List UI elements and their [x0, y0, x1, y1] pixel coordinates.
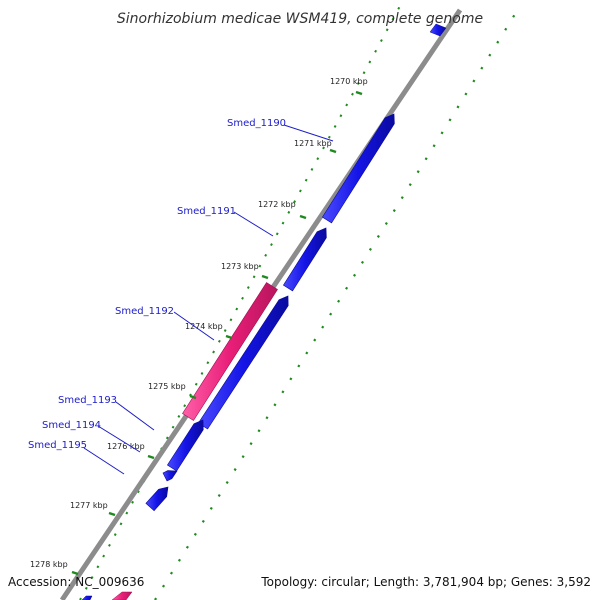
kbp-label: 1274 kbp — [185, 322, 223, 331]
kbp-label: 1277 kbp — [70, 501, 108, 510]
dotted-track-1 — [79, 5, 401, 600]
dotted-track-2 — [154, 5, 521, 600]
gene-label-smed-1195[interactable]: Smed_1195 — [28, 440, 87, 451]
gene-track — [81, 23, 447, 600]
gene-smed-1191[interactable] — [282, 227, 327, 292]
gene-smed-1192-forward[interactable] — [197, 295, 289, 430]
gene-label-smed-1192[interactable]: Smed_1192 — [115, 306, 174, 317]
kbp-label: 1276 kbp — [107, 442, 145, 451]
gene-label-smed-1193[interactable]: Smed_1193 — [58, 395, 117, 406]
gene-labels: Smed_1190 Smed_1191 Smed_1192 Smed_1193 Smed… — [28, 118, 334, 475]
kbp-tick — [225, 334, 233, 340]
accession-text: Accession: NC_009636 — [8, 575, 144, 589]
kbp-tick — [261, 274, 269, 280]
kbp-tick — [355, 90, 363, 96]
kbp-tick — [108, 511, 116, 517]
gene-label-leader — [283, 124, 334, 142]
gene-label-leader — [173, 311, 215, 341]
tick-track — [79, 5, 521, 600]
gene-smed-1193[interactable] — [166, 419, 204, 472]
gene-smed-1194[interactable] — [162, 470, 178, 482]
kbp-label: 1270 kbp — [330, 77, 368, 86]
gene-label-leader — [97, 425, 141, 453]
kbp-tick — [299, 214, 307, 220]
gene-smed-1195[interactable] — [145, 486, 169, 512]
kbp-tick — [71, 570, 79, 576]
gene-label-leader — [115, 401, 155, 431]
kbp-label: 1273 kbp — [221, 262, 259, 271]
gene-smed-1192[interactable] — [182, 282, 278, 421]
gene-partial-top[interactable] — [429, 23, 447, 37]
gene-label-leader — [233, 211, 274, 237]
kbp-label: 1278 kbp — [30, 560, 68, 569]
kbp-tick — [147, 454, 155, 460]
kbp-tick — [189, 394, 197, 400]
gene-smed-1190[interactable] — [321, 113, 395, 224]
gene-label-smed-1194[interactable]: Smed_1194 — [42, 420, 101, 431]
kbp-scale: 1270 kbp 1271 kbp 1272 kbp 1273 kbp 1274 kbp… — [30, 77, 368, 576]
genome-summary-text: Topology: circular; Length: 3,781,904 bp… — [260, 575, 591, 589]
genome-title: Sinorhizobium medicae WSM419, complete g… — [117, 11, 483, 27]
kbp-tick — [329, 148, 337, 154]
gene-label-leader — [83, 447, 125, 475]
kbp-label: 1271 kbp — [294, 139, 332, 148]
kbp-label: 1272 kbp — [258, 200, 296, 209]
gene-partial-bottom-blue[interactable] — [81, 595, 93, 600]
gene-label-smed-1191[interactable]: Smed_1191 — [177, 206, 236, 217]
gene-partial-bottom-pink[interactable] — [111, 591, 133, 600]
gene-label-smed-1190[interactable]: Smed_1190 — [227, 118, 286, 129]
kbp-label: 1275 kbp — [148, 382, 186, 391]
